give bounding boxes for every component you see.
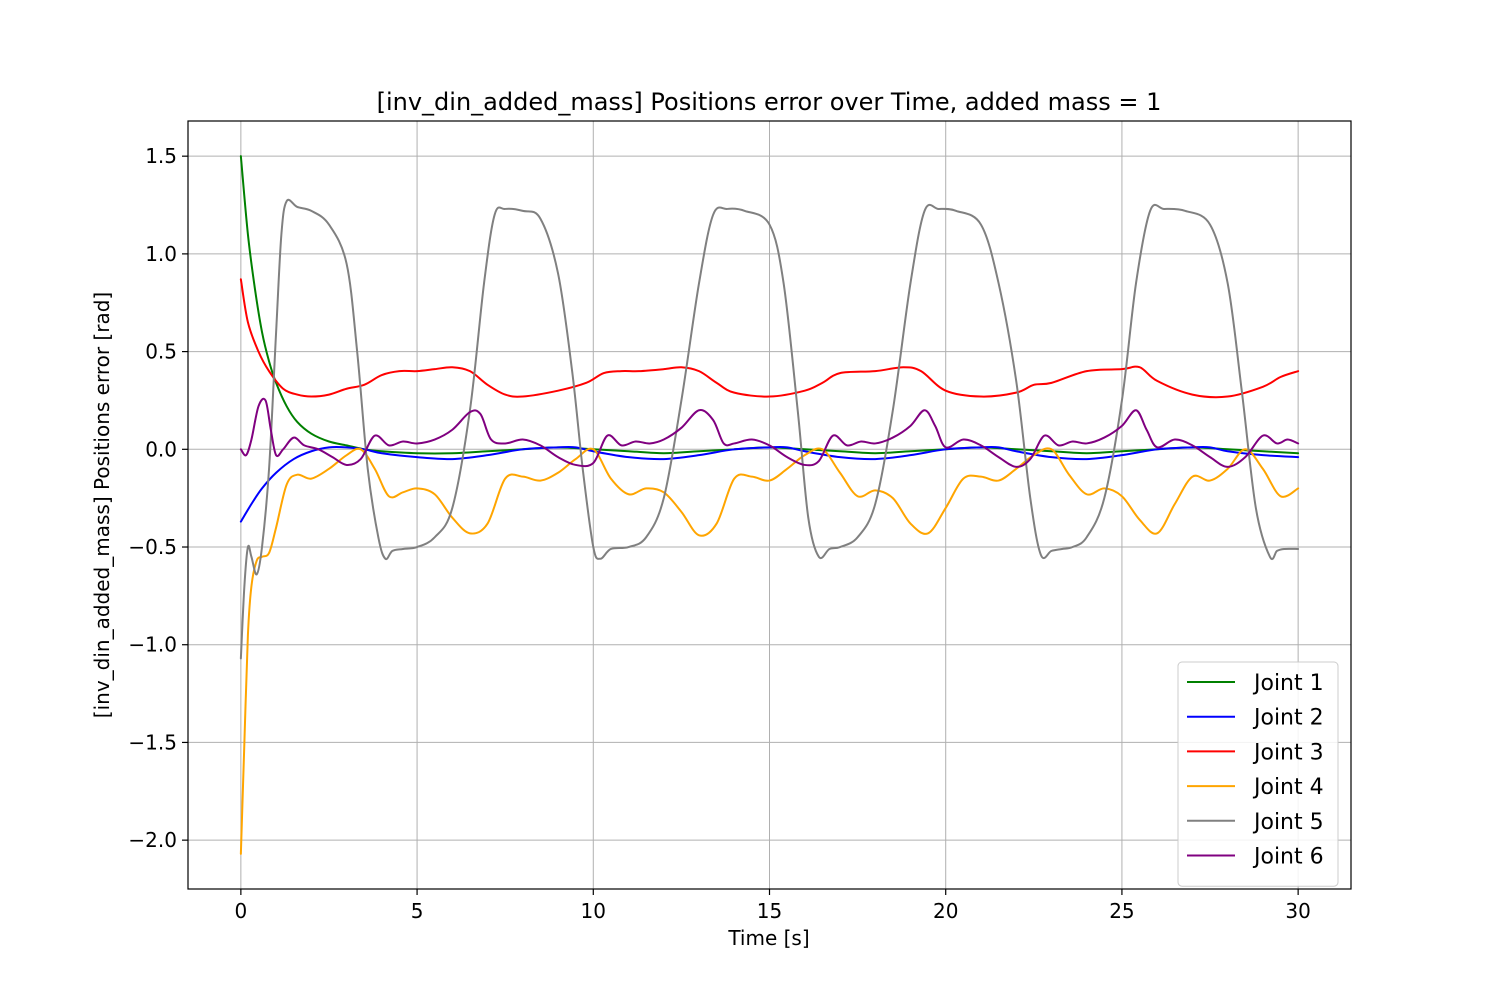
x-tick-label: 30 xyxy=(1285,899,1310,923)
series-line-joint-3 xyxy=(239,278,1300,399)
series-line-joint-2 xyxy=(239,445,1300,523)
x-tick-label: 15 xyxy=(757,899,782,923)
y-tick-label: −0.5 xyxy=(128,535,177,559)
y-axis-title: [inv_din_added_mass] Positions error [ra… xyxy=(90,292,114,718)
legend-label-joint-1: Joint 1 xyxy=(1252,671,1324,696)
axis-ticks: 0 5 10 15 20 25 30 −2.0 −1.5 −1.0 −0.5 0.0 0.5 1.0 1.5 xyxy=(128,144,1310,923)
x-tick-label: 20 xyxy=(933,899,958,923)
y-tick-label: 1.0 xyxy=(145,242,177,266)
legend-label-joint-3: Joint 3 xyxy=(1252,740,1324,765)
x-tick-label: 25 xyxy=(1109,899,1134,923)
legend-box xyxy=(1177,661,1339,887)
y-tick-label: 1.5 xyxy=(145,144,177,168)
series-line-joint-4 xyxy=(239,447,1300,855)
y-tick-label: 0.5 xyxy=(145,340,177,364)
legend-label-joint-2: Joint 2 xyxy=(1252,706,1324,731)
x-tick-label: 10 xyxy=(581,899,606,923)
y-tick-label: −1.5 xyxy=(128,730,177,754)
x-axis-title: Time [s] xyxy=(727,926,809,950)
legend-label-joint-4: Joint 4 xyxy=(1252,775,1324,800)
grid xyxy=(188,121,1351,889)
series-line-joint-5 xyxy=(239,198,1300,660)
legend-label-joint-6: Joint 6 xyxy=(1252,845,1324,870)
legend-label-joint-5: Joint 5 xyxy=(1252,810,1324,835)
y-tick-label: −2.0 xyxy=(128,828,177,852)
y-tick-label: −1.0 xyxy=(128,633,177,657)
x-tick-label: 0 xyxy=(234,899,247,923)
y-tick-label: 0.0 xyxy=(145,437,177,461)
chart-title: [inv_din_added_mass] Positions error ove… xyxy=(377,88,1162,116)
series-line-joint-1 xyxy=(239,155,1300,455)
plot-series xyxy=(239,155,1300,855)
series-line-joint-6 xyxy=(239,397,1300,468)
legend: Joint 1 Joint 2 Joint 3 Joint 4 Joint 5 Joint… xyxy=(1177,661,1339,887)
x-tick-label: 5 xyxy=(411,899,424,923)
